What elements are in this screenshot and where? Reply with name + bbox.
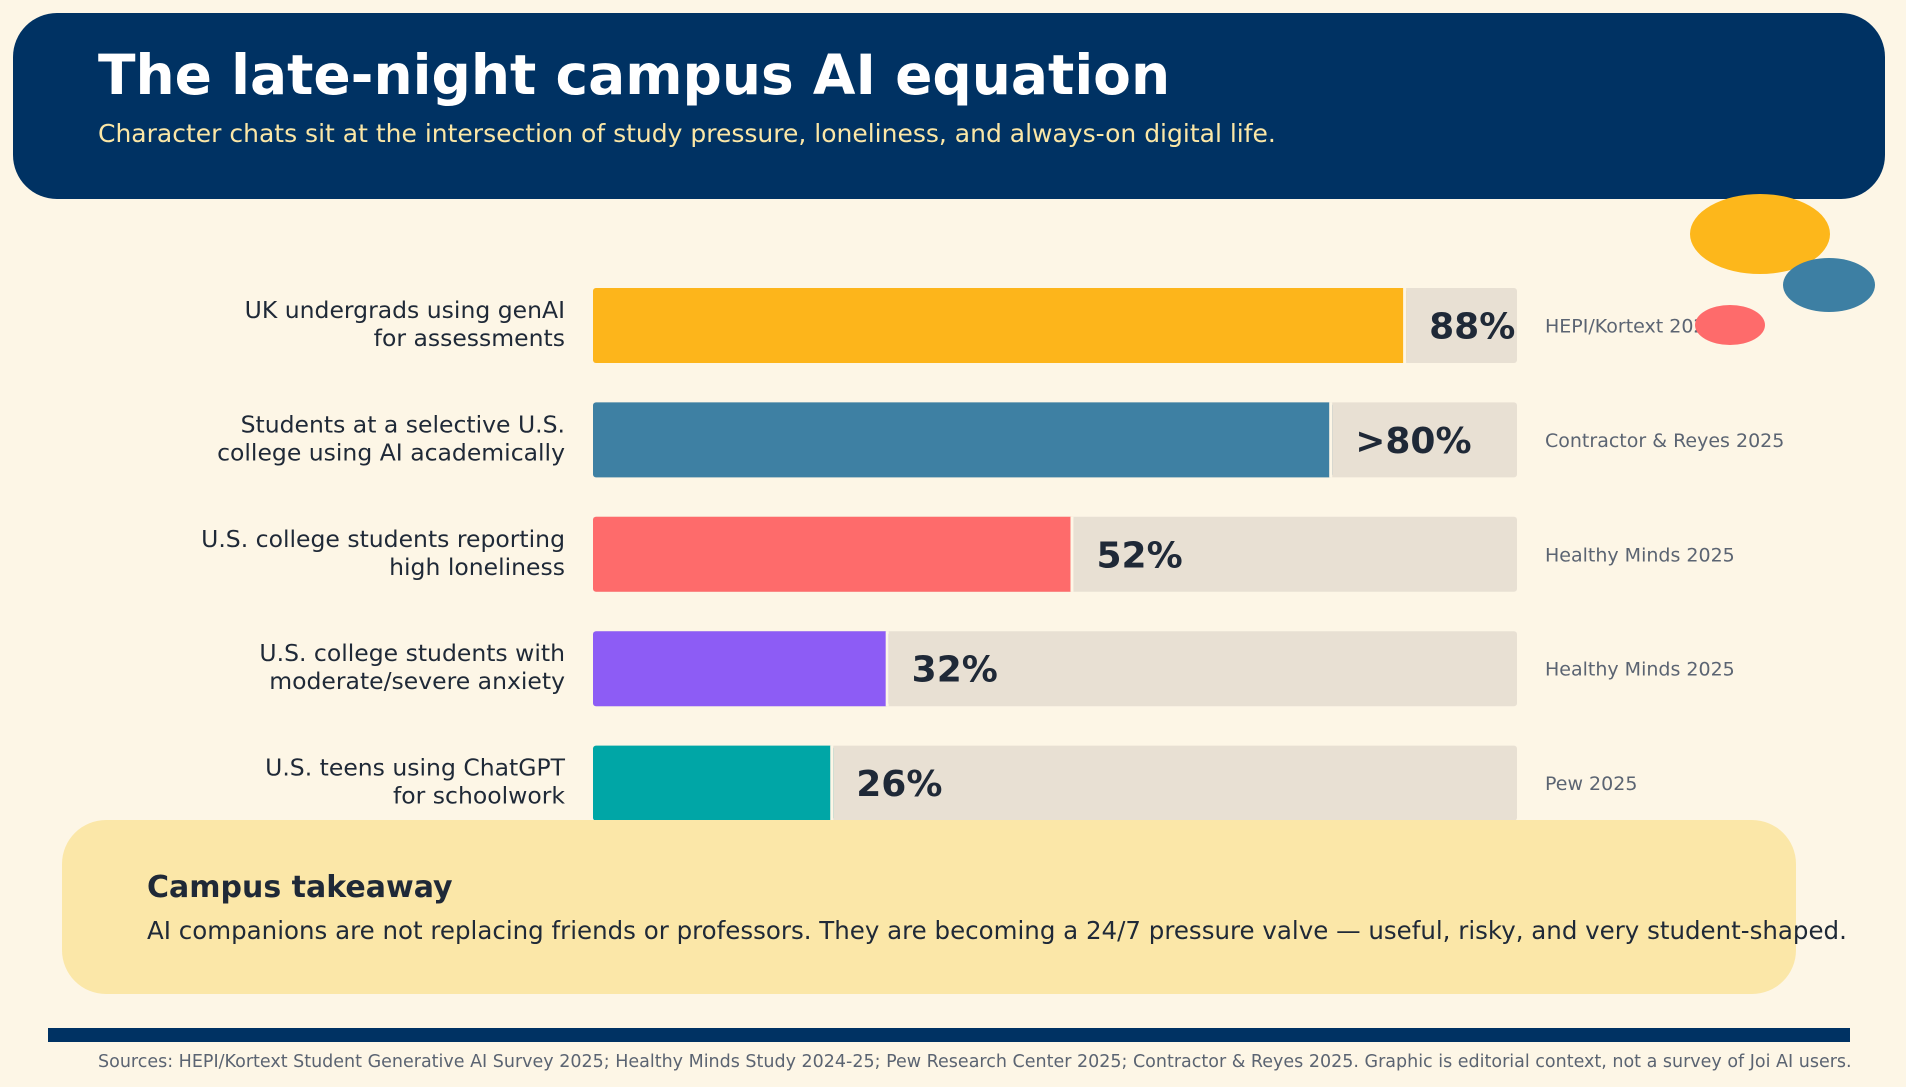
value-label: 88% <box>1429 307 1515 348</box>
category-label: high loneliness <box>389 553 565 581</box>
category-label: for assessments <box>374 324 565 352</box>
page-subtitle: Character chats sit at the intersection … <box>98 119 1276 148</box>
category-label: for schoolwork <box>393 782 565 810</box>
source-label: Pew 2025 <box>1545 773 1637 795</box>
page-title: The late-night campus AI equation <box>98 43 1171 107</box>
bar-end-marker <box>1070 516 1074 592</box>
bar <box>593 288 1407 363</box>
decorative-dot <box>1695 305 1765 345</box>
source-label: Healthy Minds 2025 <box>1545 659 1735 681</box>
takeaway-panel: Campus takeaway AI companions are not re… <box>62 820 1847 994</box>
category-label: U.S. college students with <box>259 639 565 667</box>
category-label: U.S. teens using ChatGPT <box>265 754 566 782</box>
bar <box>593 631 889 707</box>
footer-rule <box>48 1028 1850 1042</box>
bar-end-marker <box>830 745 834 821</box>
decorative-dot <box>1783 258 1875 312</box>
bar <box>593 516 1074 592</box>
value-label: 52% <box>1096 535 1182 576</box>
value-label: 32% <box>912 650 998 691</box>
value-label: 26% <box>856 764 942 805</box>
bar <box>593 745 834 821</box>
bar <box>593 402 1333 478</box>
source-label: Contractor & Reyes 2025 <box>1545 430 1784 452</box>
takeaway-body: AI companions are not replacing friends … <box>147 916 1847 945</box>
value-label: >80% <box>1355 421 1471 462</box>
header-banner: The late-night campus AI equation Charac… <box>13 13 1885 199</box>
category-label: UK undergrads using genAI <box>245 296 565 324</box>
takeaway-title: Campus takeaway <box>147 870 453 905</box>
footer-sources: Sources: HEPI/Kortext Student Generative… <box>98 1052 1852 1072</box>
bar-end-marker <box>885 631 889 707</box>
category-label: moderate/severe anxiety <box>269 667 565 695</box>
category-label: Students at a selective U.S. <box>241 410 565 438</box>
decorative-dot <box>1690 194 1830 274</box>
source-label: HEPI/Kortext 2025 <box>1545 316 1718 338</box>
source-label: Healthy Minds 2025 <box>1545 544 1735 566</box>
category-label: U.S. college students reporting <box>201 525 565 553</box>
bar-end-marker <box>1329 402 1333 478</box>
category-label: college using AI academically <box>217 438 565 466</box>
bar-end-marker <box>1403 288 1407 363</box>
